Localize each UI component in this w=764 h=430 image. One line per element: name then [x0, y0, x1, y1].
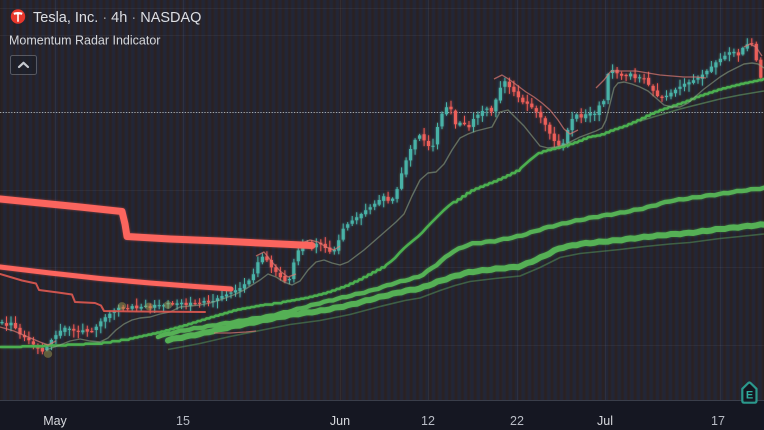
svg-text:Tesla, Inc. · 4h · NASDAQ: Tesla, Inc. · 4h · NASDAQ	[33, 10, 201, 26]
svg-text:Momentum Radar Indicator: Momentum Radar Indicator	[9, 34, 160, 48]
svg-text:E: E	[746, 390, 753, 402]
svg-text:Jun: Jun	[330, 414, 350, 428]
svg-text:May: May	[43, 414, 67, 428]
svg-text:17: 17	[711, 414, 725, 428]
svg-text:15: 15	[176, 414, 190, 428]
svg-text:22: 22	[510, 414, 524, 428]
svg-text:12: 12	[421, 414, 435, 428]
svg-text:Jul: Jul	[597, 414, 613, 428]
